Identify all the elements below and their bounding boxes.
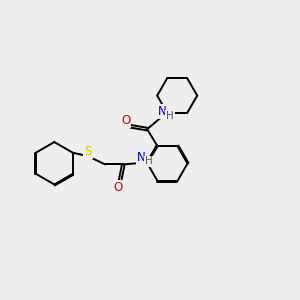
Text: N: N	[158, 105, 166, 118]
Text: O: O	[114, 181, 123, 194]
Text: S: S	[84, 145, 92, 158]
Text: O: O	[121, 114, 130, 128]
Text: H: H	[166, 111, 174, 121]
Text: N: N	[137, 151, 146, 164]
Text: H: H	[145, 157, 153, 166]
